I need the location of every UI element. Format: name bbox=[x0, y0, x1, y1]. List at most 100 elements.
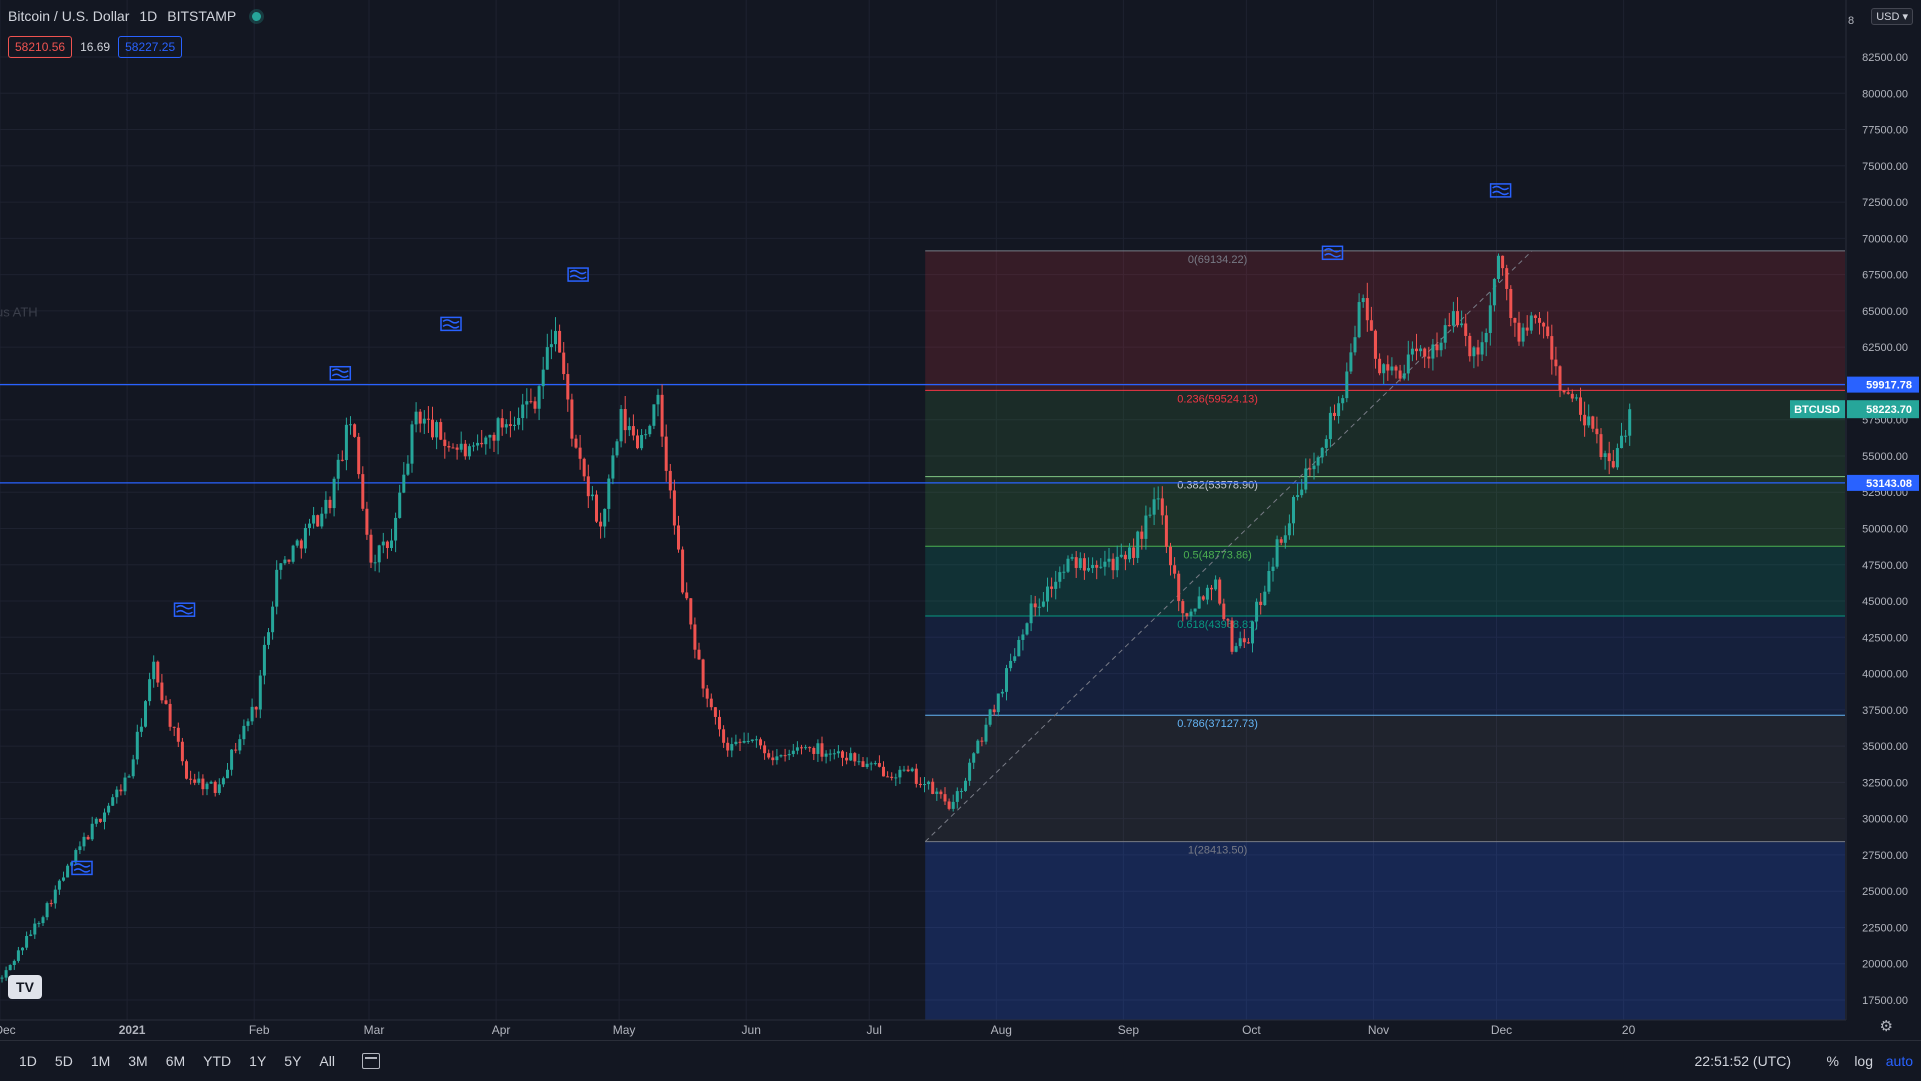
candle-body bbox=[361, 474, 365, 509]
flag-icon[interactable] bbox=[71, 860, 93, 876]
candle-body bbox=[927, 781, 931, 785]
candle-body bbox=[385, 541, 389, 549]
candle-body bbox=[16, 950, 20, 961]
flag-icon[interactable] bbox=[1489, 183, 1512, 198]
calendar-icon[interactable] bbox=[361, 1053, 380, 1069]
flag-icon[interactable] bbox=[440, 316, 462, 332]
price-tick-label: 45000.00 bbox=[1862, 596, 1908, 608]
candle-body bbox=[1287, 523, 1291, 536]
current-price-tag[interactable] bbox=[1847, 400, 1919, 419]
candle-body bbox=[562, 352, 566, 375]
candle-body bbox=[320, 513, 324, 527]
line-price-tag[interactable] bbox=[1847, 376, 1919, 393]
range-button-1y[interactable]: 1Y bbox=[249, 1053, 267, 1069]
flag-icon[interactable] bbox=[567, 267, 589, 282]
time-axis[interactable] bbox=[0, 1020, 1921, 1040]
range-button-5d[interactable]: 5D bbox=[54, 1053, 73, 1069]
candle-body bbox=[295, 540, 299, 546]
candle-body bbox=[435, 422, 439, 438]
price-axis[interactable] bbox=[1846, 0, 1921, 1020]
candle-body bbox=[1579, 397, 1582, 415]
candle-body bbox=[62, 877, 65, 881]
candle-body bbox=[1066, 558, 1070, 572]
candle-body bbox=[906, 769, 910, 772]
utc-clock[interactable]: 22:51:52 (UTC) bbox=[1694, 1053, 1791, 1069]
range-button-3m[interactable]: 3M bbox=[128, 1053, 148, 1069]
candle-body bbox=[726, 742, 730, 751]
ath-annotation: us ATH bbox=[0, 305, 38, 320]
candle-body bbox=[693, 624, 697, 650]
percent-toggle[interactable]: % bbox=[1826, 1053, 1839, 1069]
candle-body bbox=[148, 679, 152, 702]
gear-icon[interactable]: ⚙ bbox=[1879, 1018, 1893, 1035]
candle-body bbox=[820, 743, 824, 757]
candle-body bbox=[738, 741, 742, 743]
quote-row: 58210.56 16.69 58227.25 bbox=[8, 36, 183, 58]
range-button-1d[interactable]: 1D bbox=[19, 1053, 37, 1069]
candle-body bbox=[439, 422, 443, 440]
ask-price-button[interactable]: 58227.25 bbox=[118, 36, 183, 58]
symbol-title[interactable]: Bitcoin / U.S. Dollar bbox=[8, 8, 130, 24]
candle-body bbox=[1320, 447, 1324, 458]
range-button-6m[interactable]: 6M bbox=[165, 1053, 186, 1069]
candle-body bbox=[1062, 571, 1066, 573]
candle-body bbox=[607, 478, 611, 509]
candle-body bbox=[1591, 416, 1595, 429]
flag-icon[interactable] bbox=[329, 365, 352, 381]
flag-icon[interactable] bbox=[1321, 245, 1344, 261]
candle-body bbox=[1460, 323, 1464, 326]
price-tick-label: 40000.00 bbox=[1862, 669, 1908, 681]
candle-body bbox=[197, 778, 201, 783]
candle-body bbox=[1078, 558, 1082, 568]
auto-toggle[interactable]: auto bbox=[1885, 1053, 1913, 1069]
candle-body bbox=[648, 425, 652, 435]
candle-body bbox=[1484, 332, 1488, 343]
flag-outline bbox=[567, 267, 589, 282]
candle-body bbox=[1107, 558, 1111, 562]
candle-body bbox=[1193, 608, 1197, 612]
candle-body bbox=[1123, 554, 1127, 560]
range-button-1m[interactable]: 1M bbox=[90, 1053, 111, 1069]
candle-body bbox=[1103, 561, 1107, 567]
candle-body bbox=[271, 606, 275, 633]
candle-body bbox=[1509, 288, 1513, 318]
range-button-5y[interactable]: 5Y bbox=[284, 1053, 302, 1069]
market-status-icon bbox=[252, 11, 262, 21]
candle-body bbox=[53, 889, 57, 904]
tradingview-logo-icon[interactable]: TV bbox=[8, 975, 42, 999]
log-toggle[interactable]: log bbox=[1854, 1053, 1873, 1069]
candle-body bbox=[176, 727, 180, 742]
time-tick-label: Feb bbox=[249, 1023, 270, 1037]
interval-label[interactable]: 1D bbox=[139, 8, 158, 24]
candle-body bbox=[968, 762, 972, 781]
candle-body bbox=[1087, 568, 1090, 571]
symbol-header: Bitcoin / U.S. Dollar 1D BITSTAMP bbox=[8, 8, 262, 24]
range-button-ytd[interactable]: YTD bbox=[203, 1053, 232, 1069]
candle-body bbox=[287, 559, 291, 562]
candle-body bbox=[1177, 573, 1181, 602]
price-tick-label: 17500.00 bbox=[1862, 995, 1908, 1007]
line-price-tag[interactable] bbox=[1847, 474, 1919, 491]
candle-body bbox=[603, 508, 607, 527]
candle-body bbox=[804, 747, 808, 749]
candle-body bbox=[12, 960, 16, 966]
spread-value: 16.69 bbox=[80, 40, 111, 54]
candle-body bbox=[1091, 565, 1095, 569]
currency-dropdown[interactable]: USD ▾ bbox=[1871, 8, 1913, 25]
candle-body bbox=[771, 757, 775, 761]
candle-body bbox=[1234, 646, 1238, 652]
flag-outline bbox=[71, 860, 93, 876]
candle-body bbox=[1603, 453, 1607, 458]
candle-body bbox=[418, 411, 422, 424]
candle-body bbox=[1521, 327, 1525, 342]
candle-body bbox=[107, 805, 111, 813]
candle-body bbox=[86, 836, 90, 840]
candle-body bbox=[1054, 581, 1058, 589]
symbol-name-label: BTCUSD bbox=[1794, 404, 1840, 416]
candle-body bbox=[496, 418, 500, 441]
bid-price-button[interactable]: 58210.56 bbox=[8, 36, 73, 58]
flag-icon[interactable] bbox=[173, 602, 196, 617]
range-button-all[interactable]: All bbox=[319, 1053, 335, 1069]
candle-body bbox=[164, 700, 168, 704]
